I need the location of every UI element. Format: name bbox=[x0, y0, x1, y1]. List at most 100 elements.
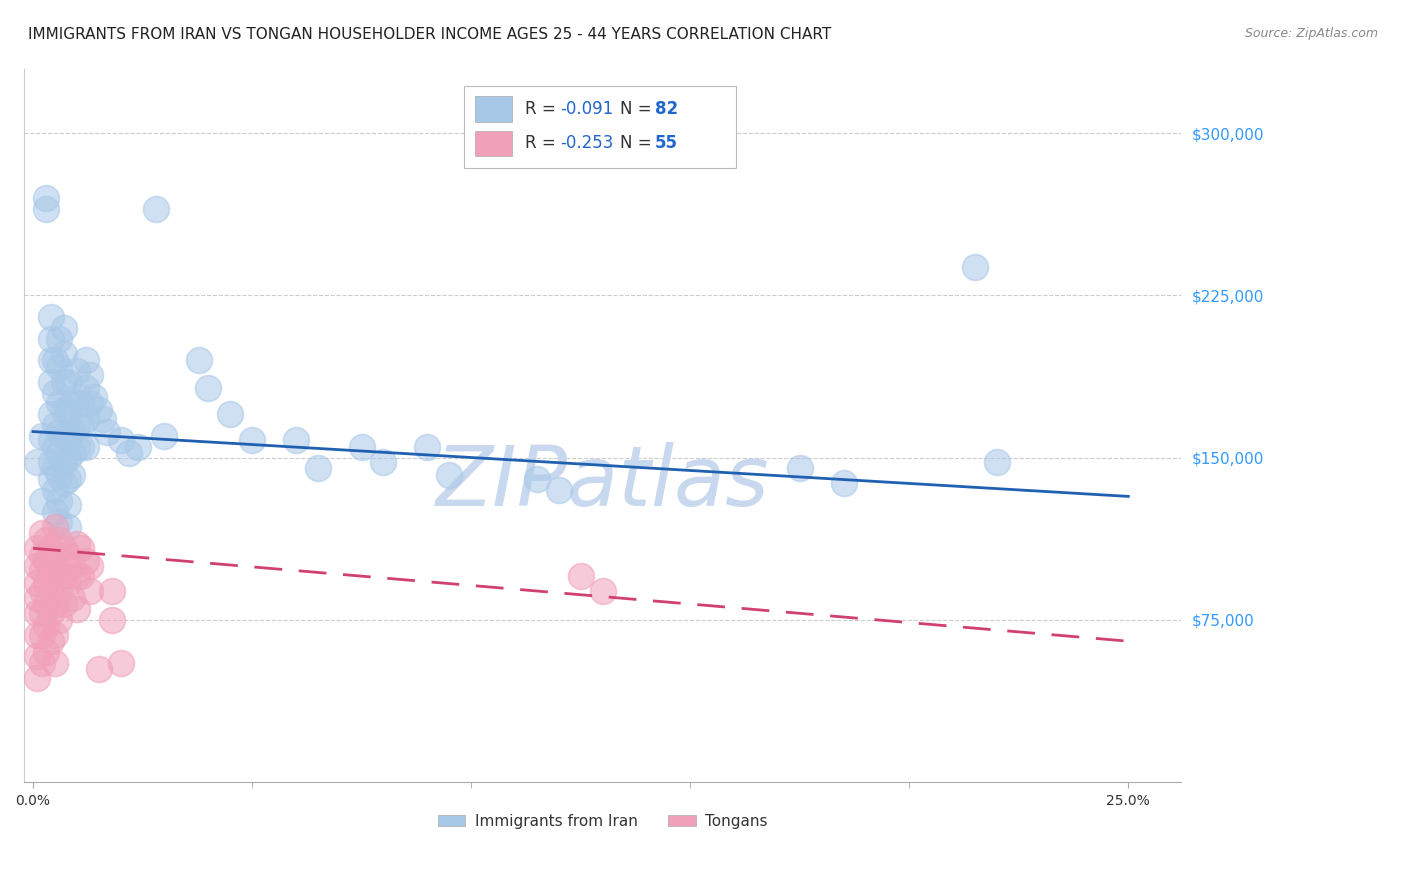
Point bbox=[44, 440, 66, 454]
Legend: Immigrants from Iran, Tongans: Immigrants from Iran, Tongans bbox=[432, 807, 773, 835]
Point bbox=[52, 347, 75, 361]
Point bbox=[592, 584, 614, 599]
Point bbox=[52, 598, 75, 612]
Text: -0.091: -0.091 bbox=[560, 100, 613, 118]
Point bbox=[48, 516, 70, 530]
Point bbox=[56, 519, 79, 533]
Point bbox=[62, 396, 84, 410]
Point bbox=[56, 548, 79, 562]
Point bbox=[44, 656, 66, 670]
Point bbox=[39, 375, 62, 389]
Point bbox=[569, 569, 592, 583]
Point bbox=[48, 533, 70, 547]
Point bbox=[62, 591, 84, 605]
Point bbox=[56, 472, 79, 486]
Point bbox=[56, 450, 79, 465]
Point bbox=[118, 446, 141, 460]
Point bbox=[39, 353, 62, 368]
Point bbox=[44, 598, 66, 612]
Point bbox=[39, 434, 62, 448]
Point bbox=[62, 425, 84, 439]
Point bbox=[27, 671, 49, 685]
Point bbox=[35, 202, 58, 216]
Text: ZIPatlas: ZIPatlas bbox=[436, 442, 769, 523]
Point bbox=[31, 628, 53, 642]
Point bbox=[79, 584, 101, 599]
Point bbox=[48, 467, 70, 482]
Point bbox=[66, 537, 89, 551]
Point bbox=[87, 403, 110, 417]
Point bbox=[44, 418, 66, 433]
Point bbox=[35, 554, 58, 568]
Point bbox=[79, 368, 101, 383]
Point bbox=[83, 390, 105, 404]
Point bbox=[56, 575, 79, 590]
Point bbox=[350, 440, 373, 454]
Point bbox=[66, 418, 89, 433]
Text: N =: N = bbox=[620, 135, 657, 153]
Point bbox=[62, 558, 84, 573]
Point bbox=[48, 558, 70, 573]
FancyBboxPatch shape bbox=[464, 87, 735, 169]
Point bbox=[110, 434, 132, 448]
Point bbox=[70, 541, 93, 556]
Point bbox=[35, 191, 58, 205]
Point bbox=[547, 483, 569, 497]
Text: N =: N = bbox=[620, 100, 657, 118]
Text: R =: R = bbox=[524, 100, 561, 118]
Point bbox=[27, 455, 49, 469]
Point bbox=[986, 455, 1008, 469]
Point bbox=[66, 569, 89, 583]
Point bbox=[44, 385, 66, 400]
Point bbox=[44, 569, 66, 583]
Point bbox=[39, 563, 62, 577]
Point bbox=[39, 332, 62, 346]
Point bbox=[48, 425, 70, 439]
Point bbox=[56, 403, 79, 417]
Point bbox=[70, 569, 93, 583]
Point bbox=[27, 558, 49, 573]
Point bbox=[44, 483, 66, 497]
Point bbox=[35, 619, 58, 633]
Point bbox=[75, 411, 97, 425]
Point bbox=[35, 575, 58, 590]
Point bbox=[27, 591, 49, 605]
Point bbox=[153, 429, 176, 443]
Point bbox=[39, 541, 62, 556]
Point bbox=[27, 541, 49, 556]
Point bbox=[48, 359, 70, 374]
Point bbox=[188, 353, 211, 368]
Point bbox=[31, 656, 53, 670]
Point bbox=[44, 548, 66, 562]
Point bbox=[110, 656, 132, 670]
Point bbox=[52, 403, 75, 417]
Point bbox=[284, 434, 307, 448]
Point bbox=[56, 375, 79, 389]
Point bbox=[39, 455, 62, 469]
Text: 82: 82 bbox=[655, 100, 678, 118]
FancyBboxPatch shape bbox=[475, 96, 512, 122]
Point bbox=[31, 526, 53, 541]
Point bbox=[373, 455, 395, 469]
Point bbox=[48, 584, 70, 599]
Point bbox=[56, 498, 79, 512]
Point bbox=[31, 584, 53, 599]
Point bbox=[35, 533, 58, 547]
Point bbox=[101, 584, 124, 599]
Point bbox=[48, 446, 70, 460]
Point bbox=[52, 321, 75, 335]
Point bbox=[127, 440, 149, 454]
Point bbox=[52, 541, 75, 556]
Point bbox=[96, 425, 118, 439]
Point bbox=[145, 202, 167, 216]
Point bbox=[44, 461, 66, 475]
Point bbox=[79, 558, 101, 573]
Point bbox=[56, 429, 79, 443]
Point bbox=[66, 390, 89, 404]
Point bbox=[52, 375, 75, 389]
Point bbox=[44, 628, 66, 642]
Point bbox=[91, 411, 114, 425]
Point bbox=[39, 407, 62, 421]
Point bbox=[52, 455, 75, 469]
Point bbox=[75, 353, 97, 368]
